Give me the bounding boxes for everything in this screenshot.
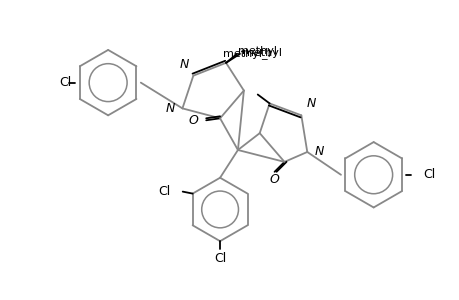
Text: O: O [188, 114, 198, 127]
Text: methyl: methyl [237, 46, 276, 56]
Text: Cl: Cl [158, 185, 170, 198]
Text: Cl: Cl [422, 168, 435, 181]
Text: N: N [313, 146, 323, 158]
Text: O: O [269, 173, 279, 186]
Text: methyl: methyl [0, 299, 1, 300]
Text: methyl_l: methyl_l [223, 48, 270, 59]
Text: N: N [306, 98, 315, 110]
Text: Cl: Cl [213, 253, 226, 266]
Text: methyl: methyl [242, 48, 281, 58]
Text: N: N [166, 102, 175, 115]
Text: Cl: Cl [59, 76, 72, 89]
Text: N: N [179, 58, 189, 71]
Text: methyl: methyl [0, 299, 1, 300]
